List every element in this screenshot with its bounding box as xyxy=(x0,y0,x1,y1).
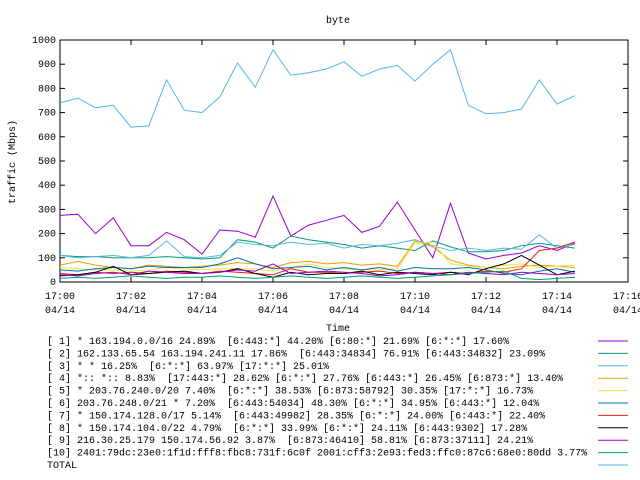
legend-label: [ 4] *:: *:: 8.83% [17:443:*] 28.62% [6:… xyxy=(47,373,563,385)
series-line xyxy=(59,234,575,259)
y-tick-label: 100 xyxy=(38,254,56,265)
legend-label: TOTAL xyxy=(47,461,77,472)
x-tick-label: 17:14 xyxy=(542,292,572,303)
legend-label: [ 9] 216.30.25.179 150.174.56.92 3.87% [… xyxy=(47,435,533,447)
x-tick-label: 17:12 xyxy=(471,292,501,303)
y-tick-label: 300 xyxy=(38,205,56,216)
series-line xyxy=(59,194,575,260)
x-tick-date: 04/14 xyxy=(258,305,288,317)
y-tick-label: 1000 xyxy=(32,36,56,47)
x-tick-date: 04/14 xyxy=(187,305,217,317)
series-line xyxy=(59,48,576,128)
y-axis-label: traffic (Mbps) xyxy=(7,120,19,204)
series-line xyxy=(59,241,575,276)
x-tick-label: 17:16 xyxy=(613,292,640,303)
y-tick-label: 600 xyxy=(38,133,56,144)
y-tick-label: 500 xyxy=(38,157,56,168)
y-tick-label: 200 xyxy=(38,230,56,241)
series-line xyxy=(59,263,575,277)
x-tick-date: 04/14 xyxy=(116,305,146,317)
legend-label: [10] 2401:79dc:23e0:1f1d:fff8:fbc8:731f:… xyxy=(47,448,587,460)
x-tick-date: 04/14 xyxy=(471,305,501,317)
x-axis-label: Time xyxy=(326,323,350,335)
x-tick-label: 17:06 xyxy=(258,292,288,303)
x-tick-date: 04/14 xyxy=(329,305,359,317)
x-tick-date: 04/14 xyxy=(542,305,572,317)
chart-title: byte xyxy=(326,15,350,27)
x-tick-label: 17:02 xyxy=(116,292,146,303)
x-tick-label: 17:04 xyxy=(187,292,217,303)
legend-label: [ 8] * 150.174.104.0/22 4.79% [6:*:*] 33… xyxy=(47,423,527,435)
legend-label: [ 3] * * 16.25% [6:*:*] 63.97% [17:*:*] … xyxy=(47,361,329,373)
y-tick-label: 700 xyxy=(38,109,56,120)
y-tick-label: 900 xyxy=(38,60,56,71)
legend-label: [ 5] * 203.76.240.0/20 7.40% [6:*:*] 38.… xyxy=(47,386,533,398)
series-line xyxy=(59,257,575,276)
y-tick-label: 0 xyxy=(50,278,56,289)
series-line xyxy=(59,241,575,272)
x-tick-label: 17:00 xyxy=(45,292,75,303)
x-tick-label: 17:08 xyxy=(329,292,359,303)
legend-label: [ 1] * 163.194.0.0/16 24.89% [6:443:*] 4… xyxy=(47,336,509,348)
x-tick-date: 04/14 xyxy=(613,305,640,317)
y-tick-label: 400 xyxy=(38,181,56,192)
series-line xyxy=(59,270,575,281)
x-tick-date: 04/14 xyxy=(400,305,430,317)
legend-label: [ 2] 162.133.65.54 163.194.241.11 17.86%… xyxy=(47,348,545,360)
y-tick-label: 800 xyxy=(38,84,56,95)
series-line xyxy=(59,254,575,278)
x-tick-date: 04/14 xyxy=(45,305,75,317)
series-line xyxy=(59,235,575,260)
x-tick-label: 17:10 xyxy=(400,292,430,303)
legend-label: [ 7] * 150.174.128.0/17 5.14% [6:443:499… xyxy=(47,410,545,422)
series-line xyxy=(59,240,575,270)
legend-label: [ 6] 203.76.248.0/21 * 7.20% [6:443:5403… xyxy=(47,398,539,410)
